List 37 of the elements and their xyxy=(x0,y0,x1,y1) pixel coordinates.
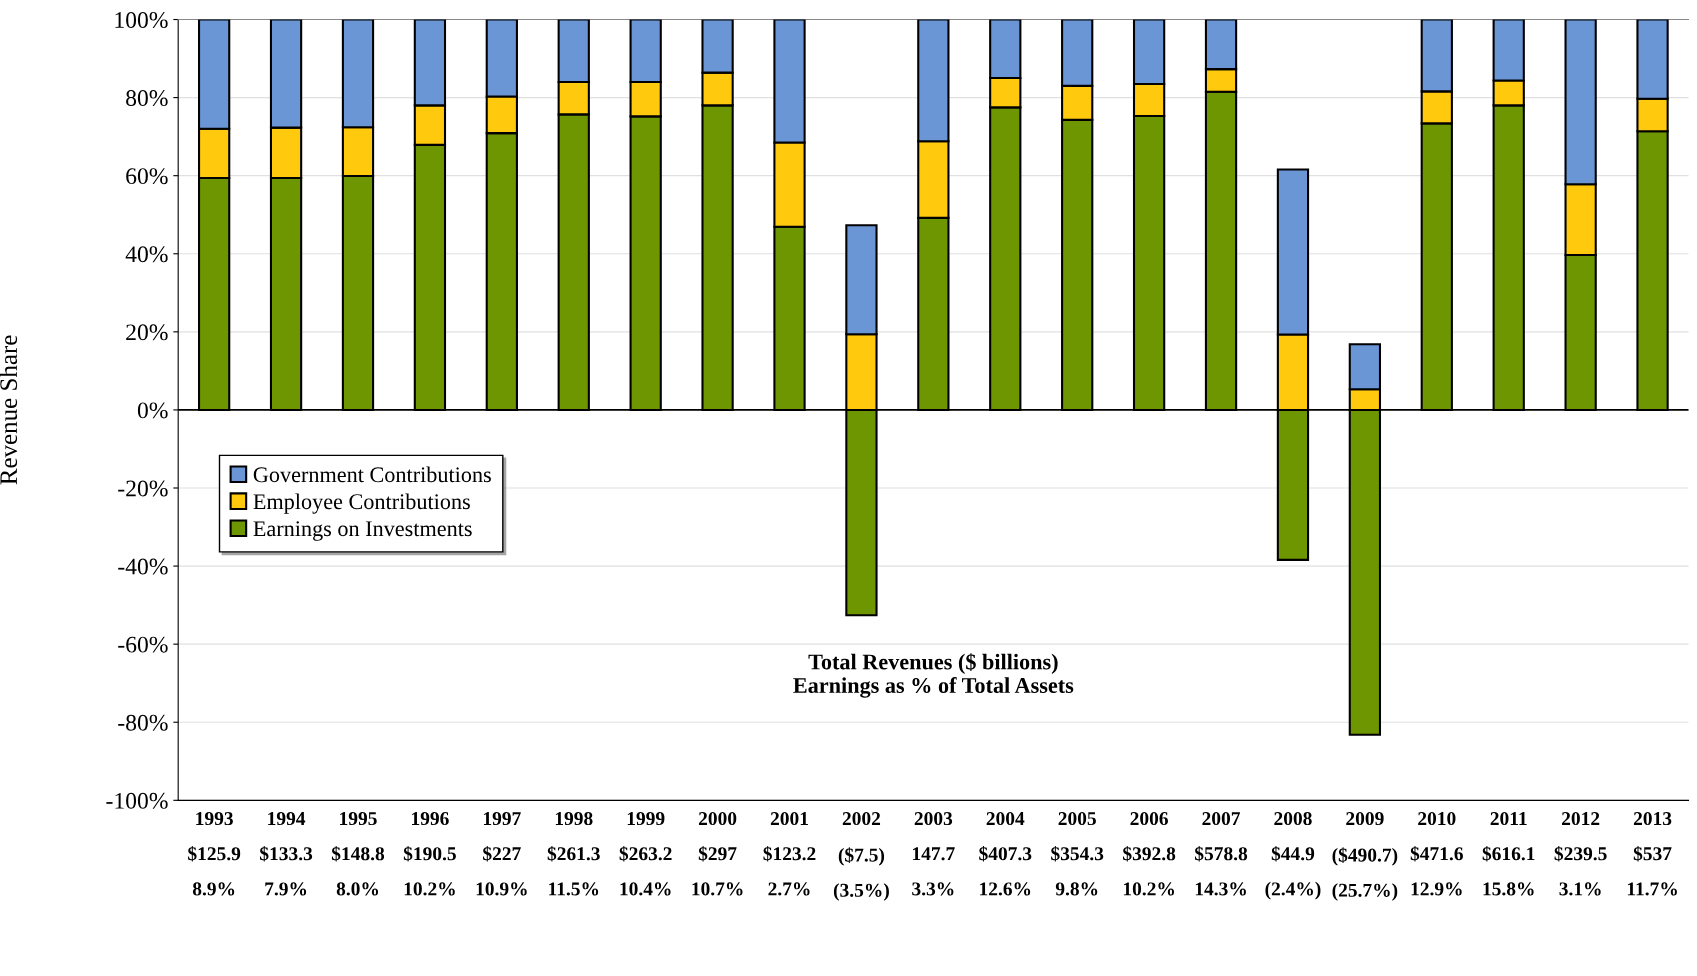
x-tick-label: 1999 $263.2 10.4% xyxy=(619,812,672,896)
x-tick-label: 1995 $148.8 8.0% xyxy=(331,812,385,896)
x-tick-label: 2010 $471.6 12.9% xyxy=(1410,811,1463,896)
x-tick-label: 1993 $125.9 8.9% xyxy=(188,812,241,896)
x-tick-label: 2004 $407.3 12.6% xyxy=(979,811,1032,896)
y-tick-label: 0% xyxy=(137,402,168,419)
x-tick-label: 1994 $133.3 7.9% xyxy=(260,812,313,896)
x-tick-label: 2005 $354.3 9.8% xyxy=(1051,811,1104,896)
x-tick-label: 2002 ($7.5) (3.5%) xyxy=(833,811,889,901)
y-tick-label: -100% xyxy=(106,792,168,809)
x-tick-label: 2012 $239.5 3.1% xyxy=(1554,811,1607,896)
legend-label: Earnings on Investments xyxy=(253,521,472,541)
y-axis-title: Revenue Share xyxy=(0,335,18,485)
x-tick-label: 2006 $392.8 10.2% xyxy=(1123,811,1176,896)
y-tick-label: -20% xyxy=(118,480,168,497)
y-tick-label: 60% xyxy=(126,168,168,185)
x-tick-label: 1998 $261.3 11.5% xyxy=(547,811,600,896)
x-tick-label: 2001 $123.2 2.7% xyxy=(763,811,816,896)
x-tick-label: 1996 $190.5 10.2% xyxy=(403,812,456,896)
legend-label: Government Contributions xyxy=(253,466,491,483)
y-tick-label: 80% xyxy=(126,90,168,107)
x-tick-label: 1997 $227 10.9% xyxy=(476,812,527,896)
x-tick-label: 2011 $616.1 15.8% xyxy=(1482,811,1535,896)
x-tick-label: 2008 $44.9 (2.4%) xyxy=(1265,811,1321,900)
y-tick-label: -60% xyxy=(118,636,168,653)
y-tick-label: -80% xyxy=(118,714,168,731)
x-tick-label: 2003 147.7 3.3% xyxy=(912,811,955,896)
legend-label: Employee Contributions xyxy=(253,493,470,514)
x-tick-label: 2009 ($490.7) (25.7%) xyxy=(1332,811,1398,901)
y-tick-label: 40% xyxy=(125,246,168,263)
x-tick-label: 2000 $297 10.7% xyxy=(692,811,743,896)
y-tick-label: 100% xyxy=(115,12,168,29)
x-tick-label: 2013 $537 11.7% xyxy=(1627,811,1677,896)
y-tick-label: -40% xyxy=(118,558,168,575)
x-tick-label: 2007 $578.8 14.3% xyxy=(1194,811,1248,896)
y-tick-label: 20% xyxy=(126,324,168,341)
annotation: Total Revenues ($ billions) Earnings as % of Total Assets xyxy=(793,653,1074,698)
